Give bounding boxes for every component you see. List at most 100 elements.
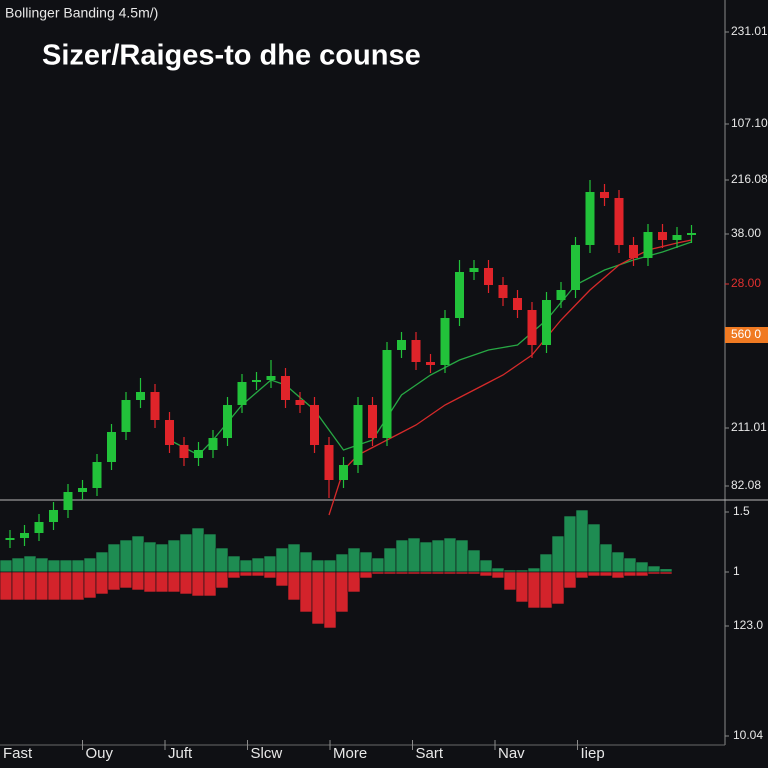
candle-body [281,376,290,400]
histogram-bar [155,543,169,573]
histogram-bar [251,557,265,573]
histogram-bar [635,571,649,577]
histogram-bar [407,571,421,575]
candle-body [484,268,493,285]
histogram-bar [71,559,85,573]
candle-body [672,235,682,240]
candle-body [469,268,479,272]
candle-body [150,392,160,420]
y-tick-label: 123.0 [733,618,763,632]
x-tick-label: Juft [168,745,193,762]
y-tick-label: 1 [733,564,740,578]
histogram-bar [359,551,373,573]
histogram-bar [11,571,25,601]
candle-body [643,232,653,258]
candle-body [658,232,667,240]
x-tick-label: Slcw [251,745,283,762]
histogram-bar [455,539,469,573]
candle-body [687,233,696,235]
histogram-bar [275,547,289,573]
histogram-bar [527,567,541,573]
x-tick-label: Ouy [86,745,114,762]
candle-body [107,432,116,462]
histogram-bar [11,557,25,573]
histogram-bar [239,571,253,577]
x-tick-label: More [333,745,367,762]
histogram-bar [239,559,253,573]
candle-body [223,405,232,438]
candle-body [600,192,609,198]
candle-body [397,340,406,350]
histogram-bar [143,541,157,573]
histogram-bar [563,571,577,589]
histogram-bar [407,537,421,573]
histogram-bar [563,515,577,573]
candle-body [92,462,102,488]
histogram-bar [95,571,109,595]
candle-body [266,376,276,380]
histogram-bar [0,559,13,573]
histogram-bar [395,539,409,573]
histogram-bar [323,571,337,629]
candle-body [353,405,363,465]
histogram-bar [275,571,289,587]
histogram-bar [623,557,637,573]
histogram-bar [335,571,349,613]
histogram-bar [251,571,265,577]
candle-body [542,300,551,345]
histogram-bar [311,559,325,573]
histogram-bar [431,571,445,575]
price-tag-label: 560 0 [731,327,761,341]
histogram-bar [575,509,589,573]
histogram-bar [323,559,337,573]
histogram-bar [215,571,229,589]
y-tick-label: 38.00 [731,226,761,240]
histogram-bar [107,543,121,573]
candle-body [295,400,305,405]
histogram-bar [455,571,469,575]
histogram-bar [527,571,541,609]
histogram-bar [491,567,505,573]
candle-body [63,492,73,510]
candle-body [78,488,87,492]
histogram-bar [467,571,481,575]
histogram-bar [419,571,433,575]
histogram-bar [479,571,493,577]
y-tick-label: 82.08 [731,478,761,492]
chart-title: Sizer/Raiges-to dhe counse [42,40,421,72]
histogram-bar [467,549,481,573]
histogram-bar [179,571,193,595]
histogram-bar [623,571,637,577]
histogram-bar [539,571,553,609]
histogram-bar [359,571,373,579]
histogram-bar [539,553,553,573]
y-tick-label: 10.04 [733,728,763,742]
candle-body [426,362,435,365]
candle-body [411,340,421,362]
histogram-bar [155,571,169,593]
histogram-bar [347,547,361,573]
y-tick-label: 231.01 [731,24,768,38]
histogram-bar [395,571,409,575]
histogram-bar [47,559,61,573]
histogram-bar [443,537,457,573]
histogram-bar [635,561,649,573]
histogram-bar [647,565,661,573]
histogram-bar [47,571,61,601]
histogram-bar [551,535,565,573]
candle-body [614,198,624,245]
histogram-bar [191,527,205,573]
band-line [169,241,692,456]
candle-body [121,400,131,432]
histogram-bar [143,571,157,593]
candle-body [194,450,203,458]
marker-tick-label: 28.00 [731,276,761,290]
histogram-bar [419,541,433,573]
histogram-bar [119,571,133,589]
histogram-bar [299,551,313,573]
histogram-bar [227,555,241,573]
histogram-bar [371,571,385,575]
histogram-bar [299,571,313,613]
y-tick-label: 216.08 [731,172,768,186]
candle-body [498,285,508,298]
